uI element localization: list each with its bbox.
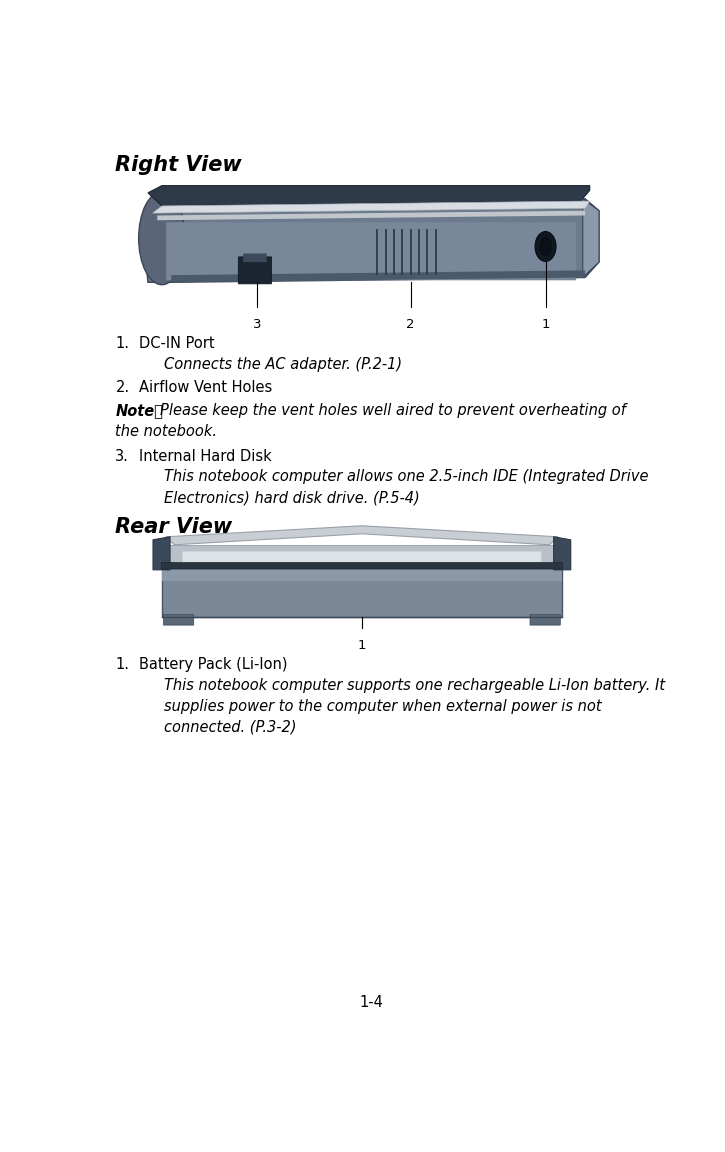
Text: connected. (P.3-2): connected. (P.3-2) <box>165 720 297 735</box>
Text: the notebook.: the notebook. <box>115 424 218 439</box>
Text: This notebook computer supports one rechargeable Li-Ion battery. It: This notebook computer supports one rech… <box>165 679 666 694</box>
Ellipse shape <box>539 237 552 256</box>
FancyBboxPatch shape <box>163 615 194 626</box>
Text: Electronics) hard disk drive. (P.5-4): Electronics) hard disk drive. (P.5-4) <box>165 490 420 505</box>
Text: 1-4: 1-4 <box>360 995 384 1010</box>
Text: Airflow Vent Holes: Airflow Vent Holes <box>138 380 272 395</box>
FancyBboxPatch shape <box>166 222 576 280</box>
Polygon shape <box>148 185 589 206</box>
Text: supplies power to the computer when external power is not: supplies power to the computer when exte… <box>165 699 602 714</box>
FancyBboxPatch shape <box>162 567 562 581</box>
Text: 1: 1 <box>542 318 550 331</box>
Polygon shape <box>153 537 170 570</box>
Text: 2: 2 <box>407 318 415 331</box>
FancyBboxPatch shape <box>183 552 542 562</box>
Text: Right View: Right View <box>115 156 242 175</box>
Text: 2.: 2. <box>115 380 130 395</box>
Text: Rear View: Rear View <box>115 517 233 537</box>
Text: 1.: 1. <box>115 658 130 673</box>
Polygon shape <box>153 202 589 213</box>
Polygon shape <box>166 545 558 564</box>
Text: 1.: 1. <box>115 336 130 351</box>
Text: DC-IN Port: DC-IN Port <box>138 336 215 351</box>
Text: 3.: 3. <box>115 448 129 463</box>
Ellipse shape <box>535 232 556 262</box>
Polygon shape <box>157 211 585 220</box>
Text: This notebook computer allows one 2.5-inch IDE (Integrated Drive: This notebook computer allows one 2.5-in… <box>165 469 649 484</box>
FancyBboxPatch shape <box>161 562 563 569</box>
Text: 3: 3 <box>253 318 262 331</box>
Polygon shape <box>583 199 599 278</box>
Text: Internal Hard Disk: Internal Hard Disk <box>138 448 271 463</box>
Polygon shape <box>171 271 585 282</box>
FancyBboxPatch shape <box>239 257 272 283</box>
Text: Battery Pack (Li-Ion): Battery Pack (Li-Ion) <box>138 658 287 673</box>
Polygon shape <box>554 537 571 570</box>
Text: 1: 1 <box>357 638 366 652</box>
Text: Connects the AC adapter. (P.2-1): Connects the AC adapter. (P.2-1) <box>165 357 402 372</box>
Text: Note：: Note： <box>115 403 163 418</box>
Polygon shape <box>144 194 599 282</box>
Polygon shape <box>166 525 558 545</box>
Text: Please keep the vent holes well aired to prevent overheating of: Please keep the vent holes well aired to… <box>160 403 626 418</box>
Ellipse shape <box>138 191 185 285</box>
Polygon shape <box>162 567 562 616</box>
FancyBboxPatch shape <box>243 253 267 263</box>
FancyBboxPatch shape <box>530 615 560 626</box>
